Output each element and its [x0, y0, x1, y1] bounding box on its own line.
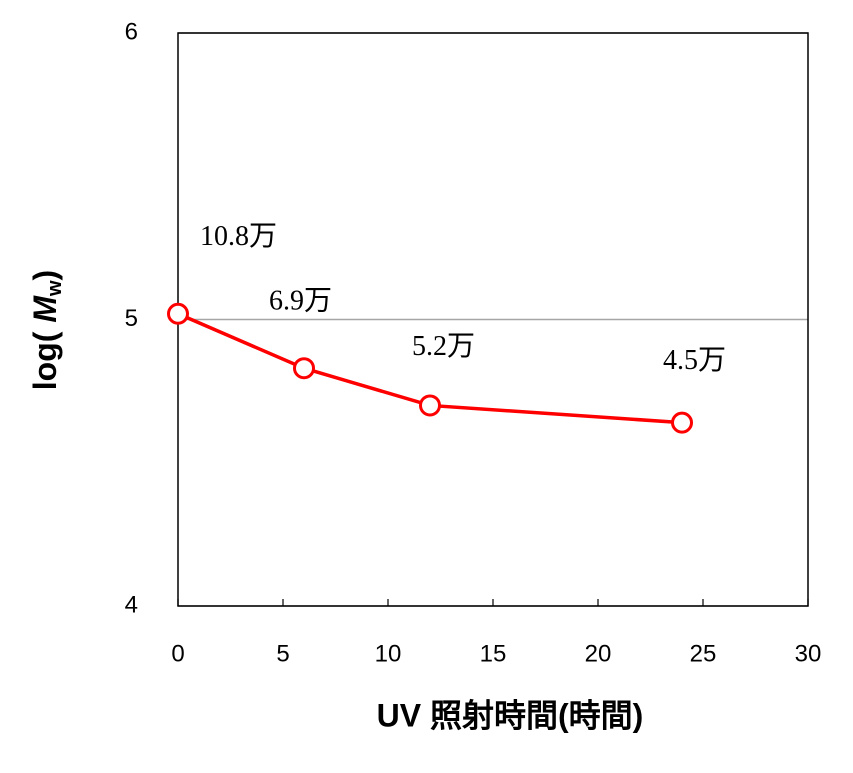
y-label-main: M — [27, 295, 63, 323]
data-line — [177, 312, 683, 425]
x-tick-label: 25 — [690, 640, 717, 667]
data-point — [419, 394, 441, 417]
y-label-prefix: log( — [27, 323, 63, 391]
x-tick-label: 10 — [375, 640, 402, 667]
annotation: 6.9万 — [269, 286, 332, 317]
data-point — [293, 357, 315, 380]
x-tick-label: 15 — [480, 640, 507, 667]
annotation: 10.8万 — [200, 221, 277, 252]
y-axis-label: log( Mw) — [27, 270, 66, 390]
y-tick-label: 5 — [125, 305, 138, 332]
y-tick-label: 6 — [125, 18, 138, 45]
annotation: 5.2万 — [412, 331, 475, 362]
y-label-suffix: ) — [27, 270, 63, 281]
x-tick-label: 20 — [585, 640, 612, 667]
data-point — [671, 411, 693, 434]
x-axis-label: UV 照射時間(時間) — [377, 697, 644, 733]
x-tick-label: 5 — [276, 640, 289, 667]
data-point — [167, 302, 189, 325]
y-label-sub: w — [44, 280, 66, 297]
y-tick-label: 4 — [125, 591, 138, 618]
x-tick-label: 30 — [795, 640, 822, 667]
annotation: 4.5万 — [663, 345, 726, 376]
x-tick-label: 0 — [171, 640, 184, 667]
